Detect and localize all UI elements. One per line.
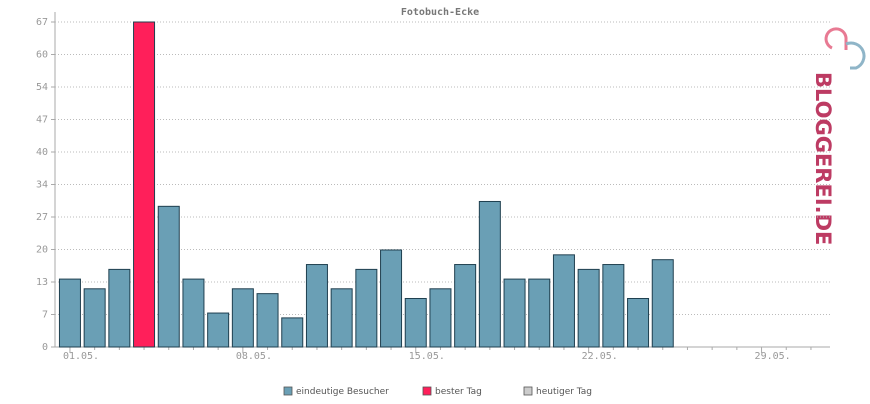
legend-label: heutiger Tag (536, 387, 592, 397)
legend-swatch (422, 386, 432, 396)
y-tick-label: 27 (36, 212, 48, 223)
bar (454, 264, 477, 348)
bar (627, 297, 650, 348)
legend-swatch (523, 386, 533, 396)
y-tick-label: 20 (36, 245, 48, 256)
y-tick-label: 34 (36, 180, 48, 191)
bar (651, 259, 674, 348)
bar (108, 268, 131, 348)
bar (58, 278, 81, 348)
x-tick-label: 15.05. (409, 351, 445, 362)
bar (83, 288, 106, 348)
logo-icon (824, 27, 866, 70)
x-tick-label: 29.05. (755, 351, 791, 362)
bar (133, 21, 156, 348)
y-tick-label: 47 (36, 115, 48, 126)
bar (528, 278, 551, 348)
y-tick-label: 0 (42, 342, 48, 353)
bar (503, 278, 526, 348)
bar (478, 200, 501, 348)
bar (404, 297, 427, 348)
bar (281, 317, 304, 348)
y-tick-label: 54 (36, 82, 48, 93)
y-tick-label: 60 (36, 50, 48, 61)
legend-label: eindeutige Besucher (296, 387, 389, 397)
bar (157, 205, 180, 348)
y-tick-label: 67 (36, 17, 48, 28)
x-tick-label: 08.05. (236, 351, 272, 362)
bar (577, 268, 600, 348)
bar (305, 264, 328, 348)
bar (355, 268, 378, 348)
bar (256, 293, 279, 348)
y-tick-label: 7 (42, 310, 48, 321)
bar (231, 288, 254, 348)
logo-text: BLOGGEREI.DE (811, 72, 835, 245)
bar (207, 312, 230, 348)
y-tick-label: 40 (36, 147, 48, 158)
bar (380, 249, 403, 348)
bar (602, 264, 625, 348)
legend-swatch (283, 386, 293, 396)
bar (182, 278, 205, 348)
bar (330, 288, 353, 348)
bar (552, 254, 575, 348)
legend-label: bester Tag (435, 387, 482, 397)
chart-title: Fotobuch-Ecke (401, 7, 479, 18)
y-tick-label: 13 (36, 277, 48, 288)
x-tick-label: 22.05. (582, 351, 618, 362)
x-tick-label: 01.05. (63, 351, 99, 362)
bar (429, 288, 452, 348)
